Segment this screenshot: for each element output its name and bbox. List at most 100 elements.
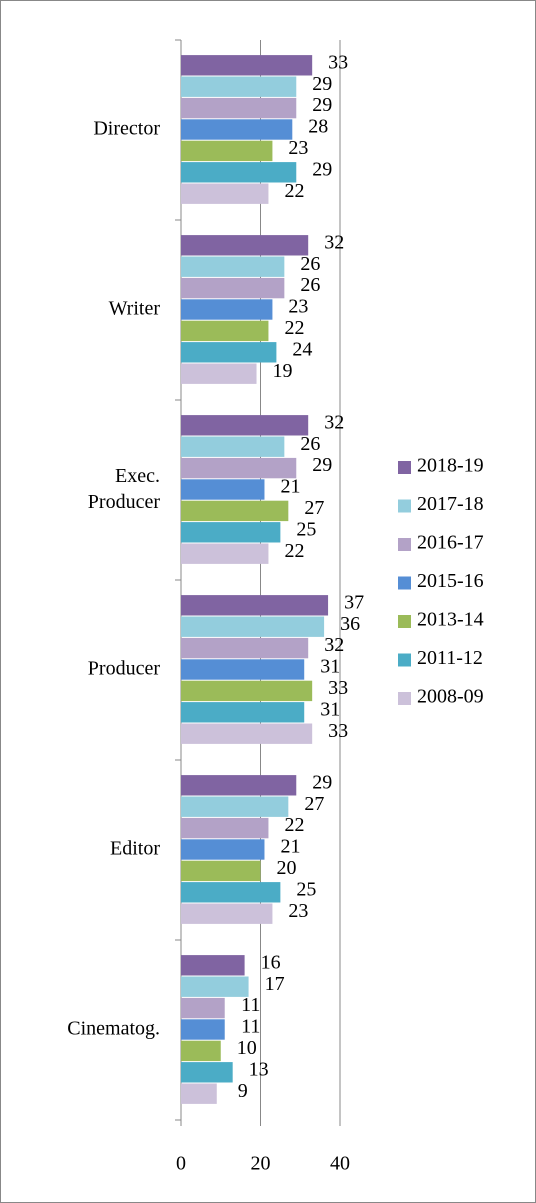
bar <box>181 299 273 320</box>
y-tick-label: Producer <box>88 658 161 680</box>
x-tick-label: 40 <box>330 1153 350 1175</box>
bar <box>181 140 273 162</box>
data-label: 25 <box>296 878 316 900</box>
data-label: 13 <box>249 1058 269 1080</box>
bar <box>181 817 269 839</box>
data-label: 21 <box>280 476 300 498</box>
data-label: 37 <box>344 591 364 613</box>
data-label: 29 <box>312 771 332 793</box>
bar <box>181 500 289 522</box>
legend-swatch <box>398 499 411 513</box>
bar <box>181 76 297 97</box>
bar <box>181 183 269 204</box>
bar <box>181 1083 217 1104</box>
bar <box>181 119 293 140</box>
data-label: 17 <box>265 973 285 995</box>
legend-label: 2011-12 <box>417 647 483 669</box>
bar <box>181 320 269 342</box>
data-label: 29 <box>312 94 332 116</box>
bar <box>181 1062 233 1083</box>
data-label: 36 <box>340 613 360 635</box>
bar <box>181 342 277 363</box>
bar <box>181 235 309 256</box>
data-label: 11 <box>241 1016 260 1038</box>
bar <box>181 1040 221 1062</box>
data-label: 24 <box>292 338 312 360</box>
bar <box>181 97 297 119</box>
legend-swatch <box>398 615 411 628</box>
bar <box>181 436 285 457</box>
y-tick-label: Editor <box>110 838 160 860</box>
data-label: 23 <box>288 137 308 159</box>
data-label: 21 <box>280 836 300 858</box>
data-label: 31 <box>320 698 340 720</box>
legend-label: 2008-09 <box>417 686 484 708</box>
bar <box>181 479 265 500</box>
data-label: 22 <box>284 814 304 836</box>
data-label: 32 <box>324 231 344 253</box>
data-label: 19 <box>273 360 293 382</box>
bar <box>181 997 225 1019</box>
data-label: 33 <box>328 720 348 742</box>
data-label: 23 <box>288 900 308 922</box>
legend-label: 2015-16 <box>417 570 484 592</box>
y-tick-label: Writer <box>109 298 161 320</box>
data-label: 29 <box>312 158 332 180</box>
bar <box>181 256 285 277</box>
data-label: 32 <box>324 634 344 656</box>
legend-swatch <box>398 653 411 667</box>
bar <box>181 702 305 723</box>
bar <box>181 1019 225 1040</box>
y-tick-label: Cinematog. <box>67 1018 160 1040</box>
data-label: 26 <box>300 433 320 455</box>
data-label: 27 <box>304 497 324 519</box>
bar <box>181 616 325 637</box>
data-label: 26 <box>300 253 320 275</box>
bar <box>181 976 249 997</box>
data-label: 28 <box>308 116 328 138</box>
data-label: 27 <box>304 793 324 815</box>
y-tick-label: Exec. Producer <box>88 465 161 513</box>
y-tick-label: Director <box>93 118 160 140</box>
data-label: 33 <box>328 51 348 73</box>
data-label: 29 <box>312 73 332 95</box>
data-label: 31 <box>320 656 340 678</box>
data-label: 20 <box>277 857 297 879</box>
bar <box>181 659 305 680</box>
legend-label: 2018-19 <box>417 455 484 477</box>
bar <box>181 415 309 436</box>
bar <box>181 680 313 702</box>
data-label: 10 <box>237 1037 257 1059</box>
data-label: 22 <box>284 180 304 202</box>
legend-swatch <box>398 538 411 551</box>
data-label: 11 <box>241 994 260 1016</box>
bar <box>181 796 289 817</box>
bar <box>181 955 245 976</box>
bar <box>181 839 265 860</box>
x-tick-label: 0 <box>176 1153 186 1175</box>
data-label: 26 <box>300 274 320 296</box>
bar <box>181 595 329 616</box>
legend-label: 2013-14 <box>417 609 484 631</box>
data-label: 23 <box>288 296 308 318</box>
bar <box>181 363 257 384</box>
data-label: 16 <box>261 951 281 973</box>
bar <box>181 882 281 903</box>
bar <box>181 522 281 543</box>
legend-swatch <box>398 461 411 474</box>
legend-swatch <box>398 692 411 705</box>
bar <box>181 860 261 882</box>
bar <box>181 162 297 183</box>
data-label: 32 <box>324 411 344 433</box>
legend-label: 2017-18 <box>417 493 484 515</box>
bar <box>181 543 269 564</box>
bar <box>181 903 273 924</box>
data-label: 29 <box>312 454 332 476</box>
legend-label: 2016-17 <box>417 532 484 554</box>
data-label: 25 <box>296 518 316 540</box>
data-label: 22 <box>284 317 304 339</box>
bar <box>181 55 313 76</box>
bar <box>181 637 309 659</box>
x-tick-label: 20 <box>251 1153 271 1175</box>
